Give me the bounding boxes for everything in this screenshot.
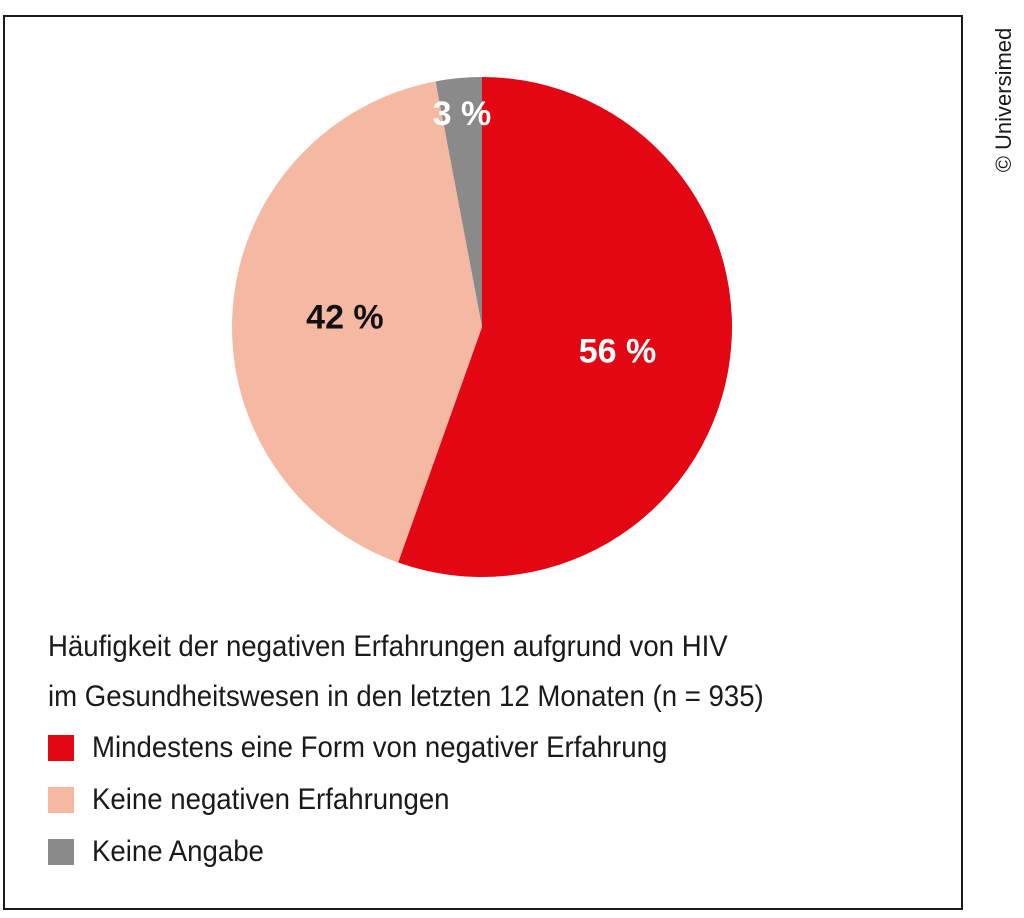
legend-label: Mindestens eine Form von negativer Erfah… — [92, 731, 668, 764]
pie-slice — [232, 81, 482, 563]
pie-slice — [398, 77, 732, 577]
legend-swatch — [48, 735, 74, 761]
legend-item: Keine negativen Erfahrungen — [48, 774, 948, 826]
legend-label: Keine Angabe — [92, 835, 264, 868]
pie-slice — [435, 77, 482, 327]
chart-title-line-1: Häufigkeit der negativen Erfahrungen auf… — [48, 630, 728, 663]
slice-value-label: 3 % — [433, 95, 492, 133]
legend-swatch — [48, 787, 74, 813]
legend-swatch — [48, 839, 74, 865]
slice-value-label: 56 % — [579, 332, 657, 370]
legend: Mindestens eine Form von negativer Erfah… — [48, 722, 948, 878]
legend-item: Mindestens eine Form von negativer Erfah… — [48, 722, 948, 774]
slice-value-label: 42 % — [306, 298, 384, 336]
legend-label: Keine negativen Erfahrungen — [92, 783, 450, 816]
chart-title-line-2: im Gesundheitswesen in den letzten 12 Mo… — [48, 680, 764, 713]
chart-title: Häufigkeit der negativen Erfahrungen auf… — [48, 622, 876, 722]
legend-item: Keine Angabe — [48, 826, 948, 878]
